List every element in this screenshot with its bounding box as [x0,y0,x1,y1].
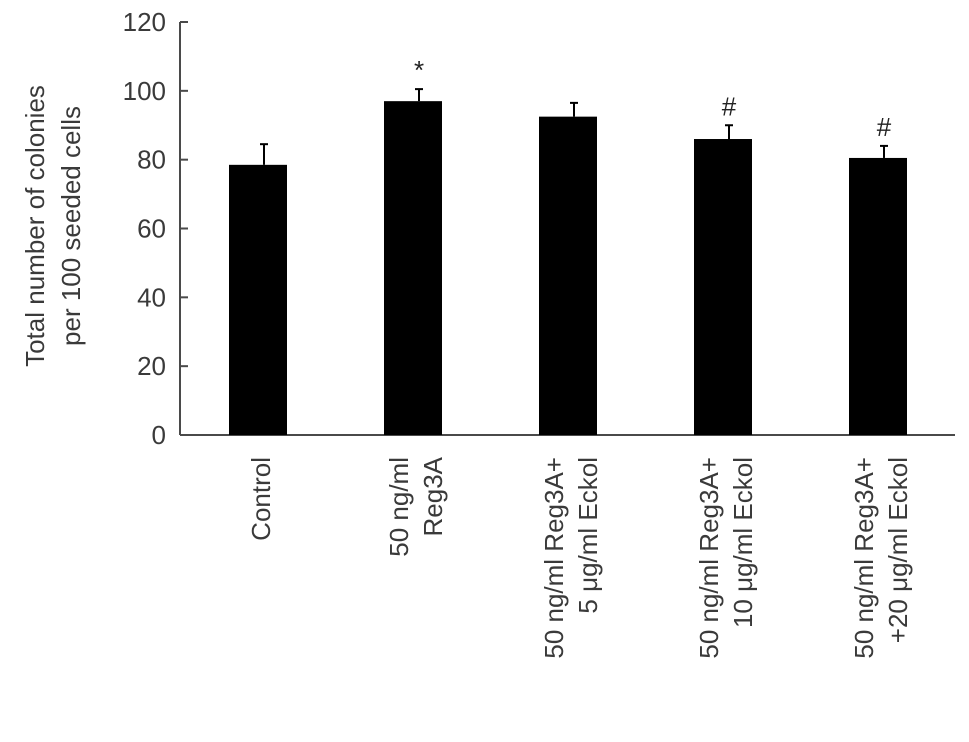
bars [229,101,907,436]
significance-asterisk: * [414,55,424,85]
y-tick-label: 80 [137,145,166,175]
category-labels: Control 50 ng/ml Reg3A 50 ng/ml Reg3A+ 5 μg/… [246,456,913,658]
y-axis-title-line-1: Total number of colonies [20,85,50,367]
x-category-label: 50 ng/ml Reg3A+ [539,457,569,659]
significance-hash: # [877,112,892,142]
x-category-label: Control [246,457,276,541]
y-axis: 0 20 40 60 80 100 120 [123,7,188,450]
bar [384,101,442,436]
y-tick-label: 120 [123,7,166,37]
x-category-label: Reg3A [418,456,448,536]
significance-markers: * # # [414,55,892,142]
y-tick-label: 60 [137,214,166,244]
y-axis-title: Total number of colonies per 100 seeded … [20,85,86,367]
x-category-label: 50 ng/ml Reg3A+ [694,457,724,659]
x-category-label: 50 ng/ml [384,457,414,557]
x-category-label: 50 ng/ml Reg3A+ [849,457,879,659]
bar [539,116,597,435]
y-tick-label: 40 [137,282,166,312]
y-tick-label: 100 [123,76,166,106]
y-tick-label: 0 [152,420,166,450]
bar [849,157,907,435]
x-category-label: 5 μg/ml Eckol [573,457,603,614]
y-tick-label: 20 [137,351,166,381]
y-axis-title-line-2: per 100 seeded cells [56,106,86,346]
significance-hash: # [722,91,737,121]
bar [229,164,287,435]
x-category-label: 10 μg/ml Eckol [728,457,758,628]
bar [694,139,752,435]
x-category-label: +20 μg/ml Eckol [883,457,913,643]
error-bars [260,88,888,165]
